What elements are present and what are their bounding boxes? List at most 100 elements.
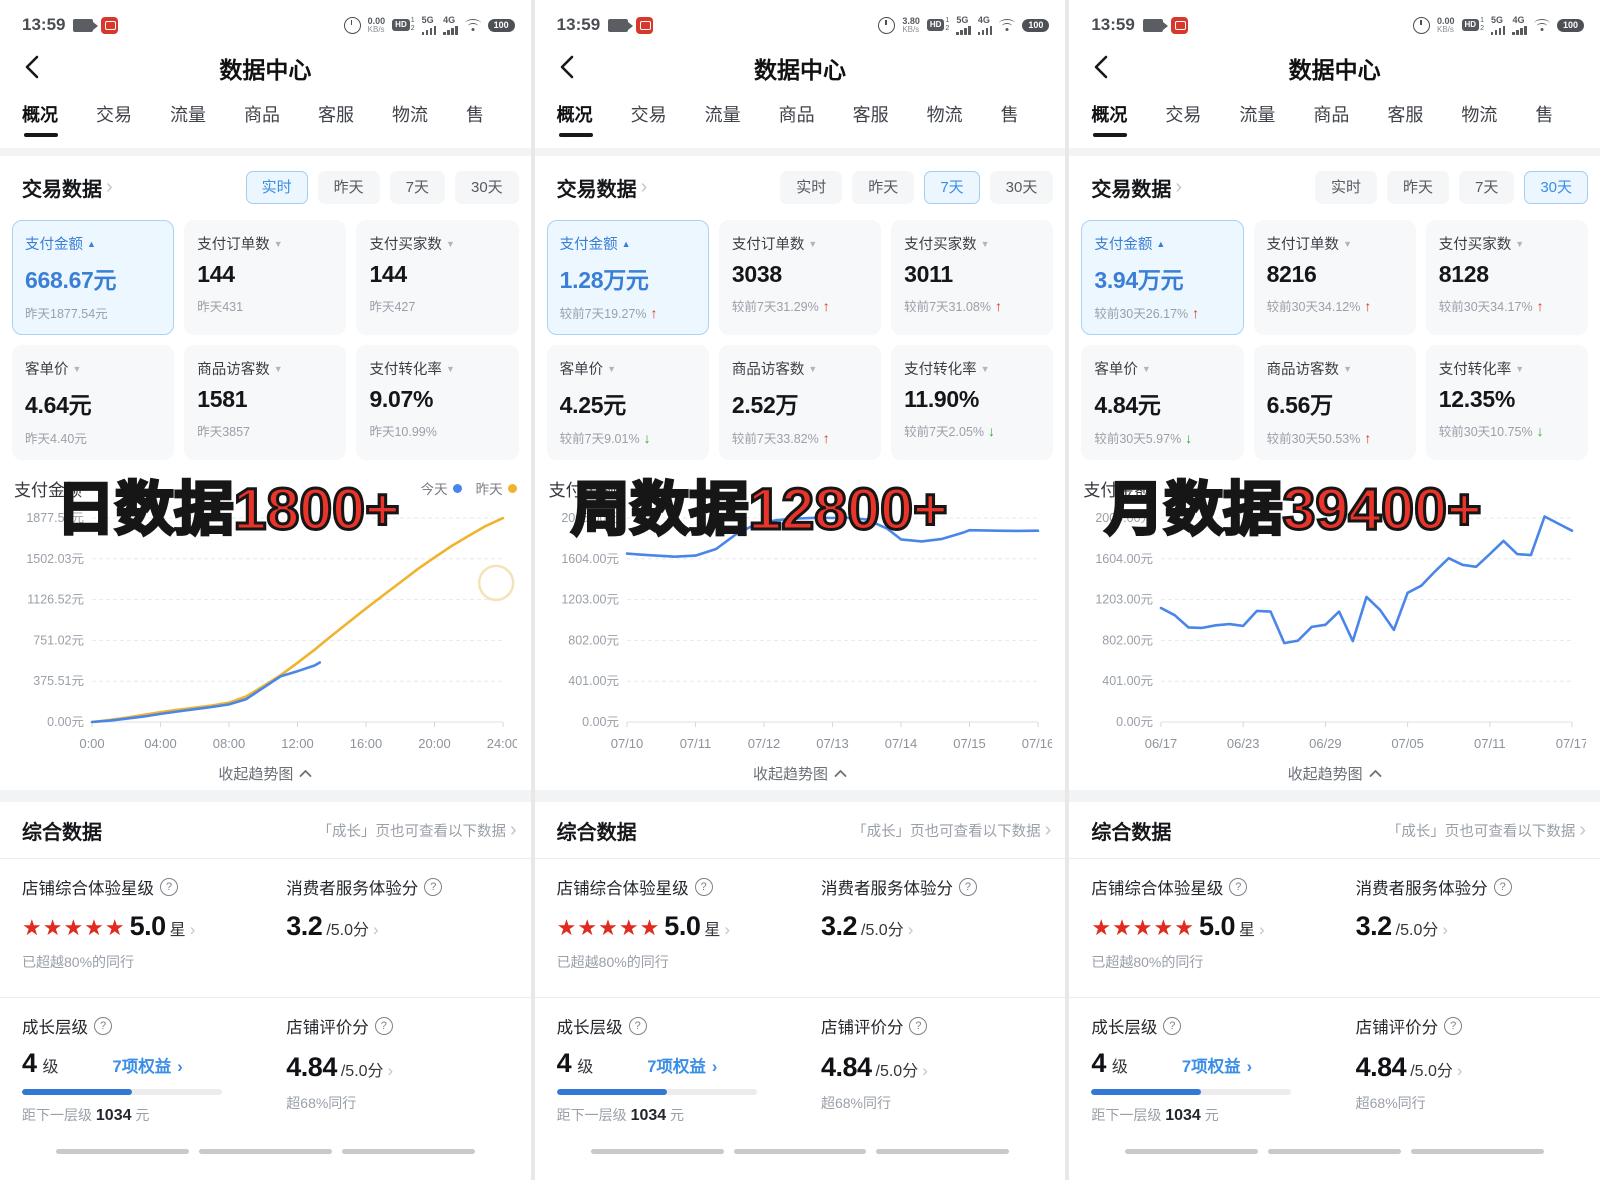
tab-traffic[interactable]: 流量 [704,105,741,125]
signal-5g-icon: 5G [421,15,437,35]
card-pay-amount[interactable]: 支付金额 ▲ 3.94万元 较前30天26.17% ↑ [1081,220,1244,335]
chevron-right-icon[interactable]: › [1259,920,1265,939]
card-pay-buyers[interactable]: 支付买家数 ▼ 3011 较前7天31.08% ↑ [891,220,1054,335]
help-icon[interactable]: ? [94,1017,112,1035]
tab-product[interactable]: 商品 [244,105,280,125]
filter-realtime[interactable]: 实时 [780,170,843,204]
trend-chart-section: 周数据12800+ 支付金额 2005.00元 1604.00元 1203.00元 8… [535,470,1066,790]
card-pay-buyers[interactable]: 支付买家数 ▼ 144 昨天427 [356,220,519,335]
tab-service[interactable]: 客服 [852,105,889,125]
filter-30days[interactable]: 30天 [989,170,1054,204]
filter-yesterday[interactable]: 昨天 [852,170,915,204]
back-icon[interactable] [20,54,46,80]
help-icon[interactable]: ? [628,1017,647,1035]
tab-aftersale[interactable]: 售 [1535,105,1554,125]
metric-card-grid: 支付金额 ▲ 3.94万元 较前30天26.17% ↑ 支付订单数 ▼ 8216 较前… [1069,218,1600,470]
tab-product[interactable]: 商品 [778,105,815,125]
tab-overview[interactable]: 概况 [22,101,58,141]
growth-page-link[interactable]: 「成长」页也可查看以下数据 [317,823,507,840]
tab-traffic[interactable]: 流量 [170,105,206,125]
tab-product[interactable]: 商品 [1313,105,1350,125]
card-product-visitors[interactable]: 商品访客数 ▼ 6.56万 较前30天50.53% ↑ [1253,345,1416,460]
help-icon[interactable]: ? [958,878,977,896]
tab-overview[interactable]: 概况 [1091,101,1128,141]
growth-page-link[interactable]: 「成长」页也可查看以下数据 [1386,823,1576,840]
filter-7days[interactable]: 7天 [1458,170,1515,204]
help-icon[interactable]: ? [1444,1017,1463,1035]
trade-data-title[interactable]: 交易数据 [556,178,637,201]
filter-yesterday[interactable]: 昨天 [1386,170,1449,204]
help-icon[interactable]: ? [1229,878,1248,896]
help-icon[interactable]: ? [1163,1017,1182,1035]
benefits-link[interactable]: 7项权益 [647,1058,706,1076]
chevron-right-icon[interactable]: › [1442,920,1449,939]
help-icon[interactable]: ? [909,1017,928,1035]
tab-logistics[interactable]: 物流 [926,105,963,125]
filter-yesterday[interactable]: 昨天 [317,170,380,204]
growth-page-link[interactable]: 「成长」页也可查看以下数据 [852,823,1041,840]
tab-service[interactable]: 客服 [318,105,354,125]
tab-bar: 概况 交易 流量 商品 客服 物流 售 [535,94,1066,148]
card-pay-buyers[interactable]: 支付买家数 ▼ 8128 较前30天34.17% ↑ [1425,220,1588,335]
consumer-service-block: 消费者服务体验分? 3.2 /5.0分 › [821,875,1055,983]
tab-logistics[interactable]: 物流 [1461,105,1498,125]
help-icon[interactable]: ? [1493,878,1512,896]
card-avg-order-value[interactable]: 客单价 ▼ 4.64元 昨天4.40元 [12,345,175,460]
filter-realtime[interactable]: 实时 [245,170,308,204]
filter-30days[interactable]: 30天 [454,170,519,204]
tab-traffic[interactable]: 流量 [1239,105,1276,125]
card-pay-conversion[interactable]: 支付转化率 ▼ 11.90% 较前7天2.05% ↓ [891,345,1054,460]
benefits-link[interactable]: 7项权益 [112,1058,172,1076]
card-product-visitors[interactable]: 商品访客数 ▼ 2.52万 较前7天33.82% ↑ [718,345,882,460]
card-pay-orders[interactable]: 支付订单数 ▼ 8216 较前30天34.12% ↑ [1253,220,1416,335]
collapse-trend-button[interactable]: 收起趋势图 [535,756,1066,790]
battery-icon: 100 [487,18,515,32]
collapse-trend-button[interactable]: 收起趋势图 [0,756,531,790]
collapse-trend-button[interactable]: 收起趋势图 [1069,756,1600,790]
card-pay-conversion[interactable]: 支付转化率 ▼ 12.35% 较前30天10.75% ↓ [1425,345,1588,460]
card-avg-order-value[interactable]: 客单价 ▼ 4.84元 较前30天5.97% ↓ [1081,345,1244,460]
filter-7days[interactable]: 7天 [924,170,980,204]
tab-trade[interactable]: 交易 [96,105,132,125]
card-product-visitors[interactable]: 商品访客数 ▼ 1581 昨天3857 [184,345,347,460]
chevron-right-icon[interactable]: › [189,920,196,939]
clock-time: 13:59 [22,15,66,34]
help-icon[interactable]: ? [160,878,178,896]
tab-trade[interactable]: 交易 [630,105,667,125]
chevron-right-icon[interactable]: › [922,1061,928,1080]
help-icon[interactable]: ? [694,878,713,896]
card-pay-amount[interactable]: 支付金额 ▲ 1.28万元 较前7天19.27% ↑ [546,220,709,335]
filter-30days[interactable]: 30天 [1524,170,1589,204]
back-icon[interactable] [1089,54,1115,80]
trend-arrow-icon: ↑ [1536,297,1544,314]
store-star-block: 店铺综合体验星级? ★★★★★ 5.0 星 › 已超越80%的同行 [556,878,731,970]
card-avg-order-value[interactable]: 客单价 ▼ 4.25元 较前7天9.01% ↓ [546,345,709,460]
chevron-right-icon[interactable]: › [1456,1061,1463,1080]
store-review-block: 店铺评价分? 4.84 /5.0分 › 超68%同行 [820,1017,928,1111]
back-icon[interactable] [555,54,581,80]
tab-logistics[interactable]: 物流 [392,105,428,125]
filter-7days[interactable]: 7天 [389,170,445,204]
tab-aftersale[interactable]: 售 [466,105,484,125]
trade-data-title[interactable]: 交易数据 [22,178,102,201]
tab-service[interactable]: 客服 [1387,105,1424,125]
filter-realtime[interactable]: 实时 [1314,170,1377,204]
trade-data-title[interactable]: 交易数据 [1091,178,1172,201]
tab-trade[interactable]: 交易 [1165,105,1202,125]
card-pay-orders[interactable]: 支付订单数 ▼ 3038 较前7天31.29% ↑ [718,220,882,335]
chevron-right-icon[interactable]: › [373,920,379,939]
chevron-right-icon[interactable]: › [907,920,914,939]
tab-aftersale[interactable]: 售 [1000,105,1019,125]
benefits-link[interactable]: 7项权益 [1181,1058,1241,1076]
card-pay-orders[interactable]: 支付订单数 ▼ 144 昨天431 [184,220,347,335]
chevron-right-icon[interactable]: › [724,920,731,939]
help-icon[interactable]: ? [424,878,443,896]
chevron-right-icon: › [1579,818,1587,841]
card-pay-conversion[interactable]: 支付转化率 ▼ 9.07% 昨天10.99% [356,345,519,460]
card-pay-amount[interactable]: 支付金额 ▲ 668.67元 昨天1877.54元 [12,220,175,335]
tab-overview[interactable]: 概况 [557,101,593,141]
help-icon[interactable]: ? [374,1017,393,1035]
chevron-right-icon[interactable]: › [387,1061,394,1080]
